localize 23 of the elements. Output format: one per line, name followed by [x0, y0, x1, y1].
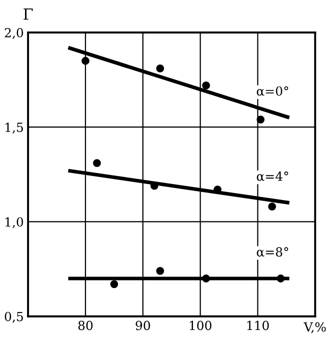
point: [156, 64, 164, 72]
x-tick-label: 100: [190, 320, 212, 330]
x-tick-label: 90: [136, 320, 150, 330]
y-tick-label: 1,0: [6, 217, 24, 228]
annotation: α=0°: [256, 86, 288, 96]
point: [202, 274, 210, 282]
point: [110, 280, 118, 288]
point: [82, 56, 90, 65]
annotation: α=4°: [256, 171, 288, 181]
x-tick-label: 80: [78, 320, 93, 330]
y-tick-label: 1,5: [6, 122, 23, 134]
point: [268, 202, 276, 211]
point: [256, 116, 265, 124]
point: [202, 82, 210, 90]
x-axis-title: V,%: [304, 322, 326, 334]
y-tick-label: 0,5: [4, 312, 23, 323]
point: [93, 159, 101, 168]
y-tick-label: 2,0: [4, 28, 24, 39]
point: [156, 266, 164, 275]
annotation: α=8°: [256, 247, 288, 257]
x-tick-label: 110: [247, 320, 269, 330]
point: [276, 274, 285, 282]
y-axis-title: Γ: [24, 8, 33, 20]
